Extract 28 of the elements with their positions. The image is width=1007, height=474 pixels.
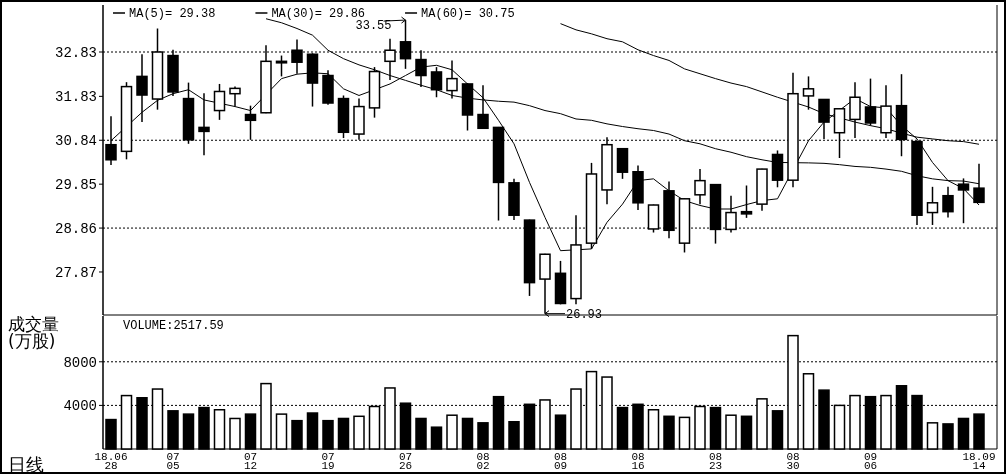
note: 33.55 — [355, 19, 392, 34]
xlabel: 日线 — [8, 454, 44, 474]
y-tick-label: 30.84 — [54, 133, 97, 150]
note: 26.93 — [566, 307, 602, 322]
y-tick-label: 27.87 — [54, 264, 97, 281]
y-tick-label: 29.85 — [54, 177, 97, 194]
xtick: 07 19 — [321, 451, 335, 472]
xtick: 08 09 — [553, 451, 568, 472]
xtick: 07 12 — [243, 451, 258, 472]
y-tick-label: 4000 — [63, 398, 97, 415]
legend: MA(5)= 29.38 — [129, 7, 216, 21]
xtick: 07 26 — [398, 451, 413, 472]
xtick: 08 16 — [631, 451, 645, 472]
y-tick-label: 32.83 — [54, 45, 97, 62]
legend: MA(60)= 30.75 — [421, 7, 515, 21]
xtick: 08 30 — [786, 451, 800, 472]
ylabel: 成交量 (万股) — [8, 314, 59, 351]
y-tick-label: 31.83 — [54, 89, 97, 106]
xtick: 09 06 — [863, 451, 878, 472]
xtick: 18.09 14 — [962, 451, 996, 472]
xtick: 08 02 — [476, 451, 490, 472]
xtick: 18.06 28 — [94, 451, 128, 472]
y-tick-label: 28.86 — [54, 221, 97, 238]
y-tick-label: 8000 — [63, 354, 97, 371]
note: VOLUME:2517.59 — [123, 319, 224, 333]
xtick: 08 23 — [708, 451, 723, 472]
xtick: 07 05 — [166, 451, 180, 472]
legend: MA(30)= 29.86 — [271, 7, 366, 21]
